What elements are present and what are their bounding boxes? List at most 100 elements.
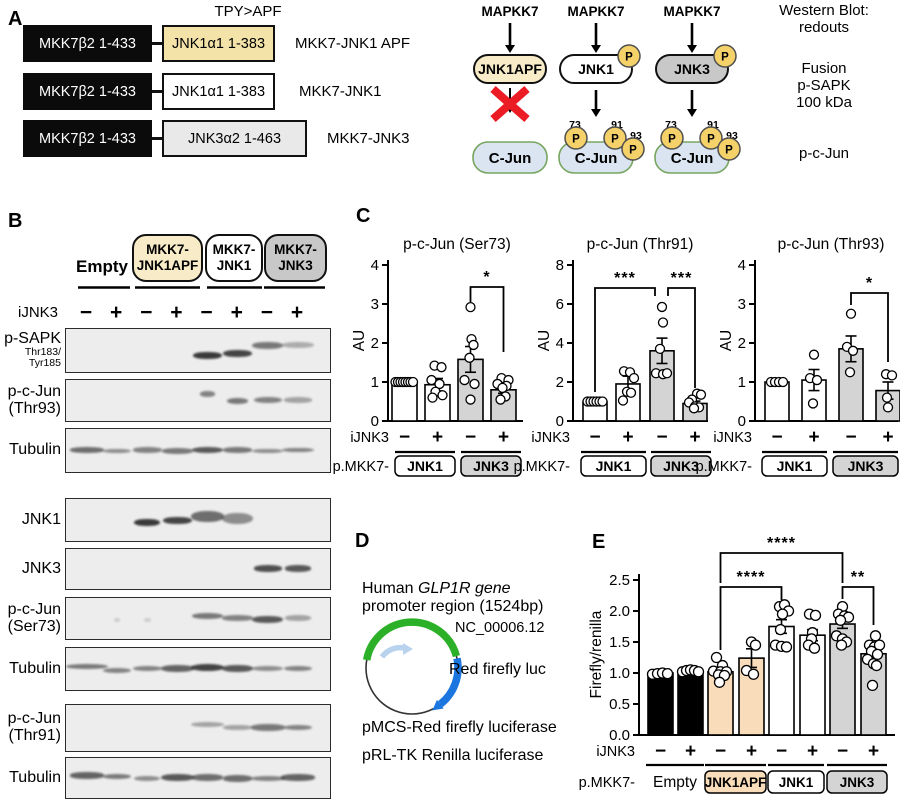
blot-label-subline: Thr183/ [24,346,61,358]
phospho-site-number: 93 [630,130,642,142]
bar [424,383,451,422]
phospho-site-number: 93 [726,130,738,142]
gene-name-italic: GLP1R gene [418,580,511,597]
blot-band [191,612,224,620]
data-point [661,667,674,680]
data-point [834,614,847,626]
phospho-badge-letter: P [707,134,715,146]
blot-box [65,597,331,640]
blot-box [65,704,331,752]
blot-label: Tubulin [0,660,61,677]
construct-jnk-box: JNK3α2 1-463 [162,120,307,157]
insert-label: Red firefly luc [449,661,546,678]
data-point [395,376,406,388]
blot-band [227,397,249,405]
y-tick-label: 0.5 [609,696,630,713]
data-point [588,396,599,407]
data-point [683,397,695,408]
data-point [780,641,793,653]
bar [799,634,826,736]
blot-band [222,615,254,621]
group-label-box [767,770,825,794]
significance-bracket [719,586,783,650]
blot-band [253,565,283,572]
reporter2-rest: Renilla luciferase [421,747,544,764]
phospho-badge-letter: P [629,145,637,157]
blot-label: JNK1 [0,511,61,528]
phospho-site-number: 73 [569,119,581,131]
readout-pcjun-label: p-c-Jun [798,145,850,162]
ijnk3-axis-label: iJNK3 [531,430,570,446]
blot-label-line: (Ser73) [7,617,61,635]
blot-band [70,772,104,779]
data-point [591,396,602,407]
phospho-badge-icon [621,137,645,161]
significance-bracket [469,286,505,352]
data-point [712,669,725,681]
data-point [688,403,700,414]
bar [768,625,795,736]
blot-band [283,665,313,672]
data-point [400,376,411,388]
group-label-box [832,455,899,477]
reporter2-label: pRL-TK Renilla luciferase [362,747,543,765]
blot-label-line: (Thr93) [8,399,61,417]
blot-label: p-c-Jun (Thr91) [0,710,61,744]
group-label: JNK1 [407,458,443,474]
pmkk7-axis-label: p.MKK7- [696,459,753,475]
blot-label: Tubulin [0,769,61,786]
phospho-badge-icon [603,126,627,150]
construct-connector [152,137,162,140]
data-point [805,633,818,645]
kinase-arrow-head-icon [687,45,697,53]
blot-band [252,341,284,349]
data-point [804,372,816,384]
data-point [397,376,409,388]
blot-band [191,446,224,454]
data-point [686,394,698,405]
data-point [836,633,849,645]
data-point [429,360,440,371]
blot-band [132,665,162,672]
data-point [430,386,441,397]
data-point [842,611,855,623]
condition-sign: − [837,741,848,762]
panel-e-label: E [592,531,606,553]
data-point [782,605,795,617]
lane-sign: − [140,301,152,324]
blot-band [144,618,151,622]
group-header-line: MKK7- [146,242,189,257]
data-point [402,376,414,388]
blot-band [222,512,254,525]
y-tick-label: 2.0 [609,603,630,620]
group-label: JNK1 [596,458,632,474]
pmkk7-axis-label: p.MKK7- [514,459,571,475]
lane-sign: + [170,301,182,324]
data-point [713,676,726,688]
blot-band [190,510,225,523]
jnk-pill-label: JNK1APF [478,61,542,77]
y-tick-label: 2.5 [609,572,630,589]
data-point [773,376,785,388]
readout-title: Western Blot: [779,2,869,19]
data-point [496,372,507,384]
data-point [624,367,636,378]
data-point [693,402,705,413]
phospho-badge-icon [617,44,641,68]
data-point [714,666,727,678]
data-point [841,341,853,353]
group-label-box [650,455,712,477]
bar [391,381,418,422]
data-point [832,608,845,620]
data-point [865,645,878,657]
data-point [880,369,892,380]
readout-fusion-line3: 100 kDa [796,94,852,111]
chart-title: p-c-Jun (Thr91) [587,236,694,253]
group-label: JNK1 [777,458,813,474]
phospho-badge-letter: P [725,145,733,157]
luciferase-arc [437,657,462,708]
y-tick-label: 1.0 [609,665,630,682]
group-header-pill: MKK7- JNK1APF [132,234,203,282]
kinase-arrow-head-icon [591,45,601,53]
readout-subtitle: redouts [798,19,850,36]
